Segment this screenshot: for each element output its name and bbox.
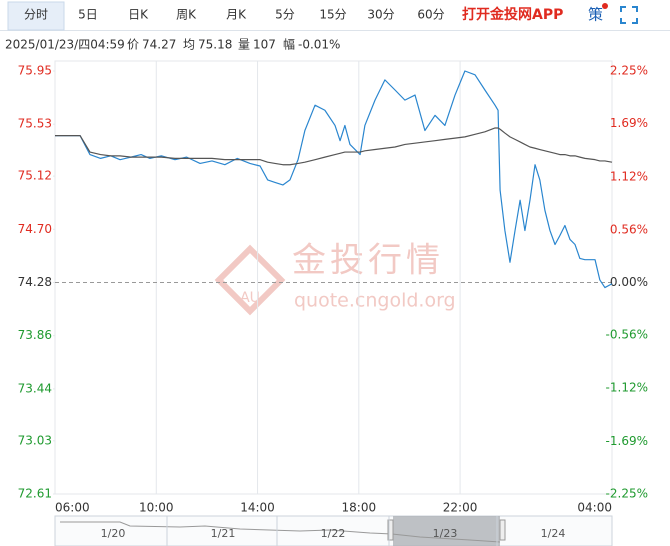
info-avg-label: 均 [183,38,195,52]
tab[interactable]: 5分 [275,8,295,22]
y-tick-label: 72.61 [18,487,52,501]
tab[interactable]: 60分 [417,8,444,22]
y2-tick-label: 0.56% [610,222,648,236]
notice-dot [602,3,608,9]
y-tick-label: 73.03 [18,433,52,447]
navigator-date: 1/23 [433,527,458,540]
tab[interactable]: 分时 [24,8,48,22]
average-line [55,127,613,166]
navigator-date: 1/22 [321,527,346,540]
info-avg: 75.18 [198,38,232,52]
fullscreen-icon[interactable] [620,6,638,24]
watermark-text: 金投行情 [292,241,444,281]
navigator-handle[interactable] [387,519,394,541]
y2-tick-label: -1.12% [606,380,648,394]
x-tick-label: 22:00 [443,501,478,515]
y2-tick-label: -1.69% [606,434,648,448]
watermark-url: quote.cngold.org [294,290,456,312]
info-volume-label: 量 [238,38,250,52]
watermark-logo-frame [214,244,286,316]
info-range-label: 幅 [283,37,295,52]
navigator-date: 1/20 [101,527,126,540]
y2-tick-label: -0.56% [606,328,648,342]
x-tick-label: 06:00 [55,501,90,515]
y-tick-label: 74.70 [18,222,52,236]
toolbar [0,0,670,30]
info-price-label: 价 [127,38,139,52]
info-price: 74.27 [142,38,176,52]
info-range: -0.01% [298,38,340,52]
navigator-date: 1/21 [211,527,236,540]
watermark-logo: AU [240,290,260,306]
y2-tick-label: -2.25% [606,487,648,501]
x-tick-label: 14:00 [240,501,275,515]
x-tick-label: 18:00 [342,501,377,515]
x-tick-label: 10:00 [139,501,174,515]
info-datetime: 2025/01/23/四04:59 [5,38,125,52]
y2-tick-label: 0.00% [610,275,648,289]
navigator-date: 1/24 [541,527,566,540]
tab[interactable]: 30分 [367,8,394,22]
y2-tick-label: 1.12% [610,170,648,184]
navigator-line [60,521,501,543]
tab[interactable]: 周K [176,8,197,22]
watermark: AU 金投行情 quote.cngold.org [214,241,456,316]
y-tick-label: 74.28 [18,275,52,289]
navigator-handle[interactable] [499,519,506,541]
y-tick-label: 73.44 [18,381,52,395]
y-tick-label: 73.86 [18,328,52,342]
info-volume: 107 [253,38,276,52]
y2-tick-label: 2.25% [610,64,648,78]
x-tick-label: 04:00 [577,501,612,515]
strategy-button[interactable]: 策 [588,6,603,24]
tab[interactable]: 5日 [78,8,98,22]
y-tick-label: 75.12 [18,169,52,183]
y2-tick-label: 1.69% [610,116,648,130]
tab[interactable]: 15分 [319,8,346,22]
navigator[interactable] [54,515,613,546]
app-link[interactable]: 打开金投网APP [462,6,563,23]
y-tick-label: 75.95 [18,64,52,78]
active-tab-bg [7,1,65,31]
tab[interactable]: 日K [128,8,149,22]
tab[interactable]: 月K [226,8,247,22]
y-tick-label: 75.53 [18,117,52,131]
